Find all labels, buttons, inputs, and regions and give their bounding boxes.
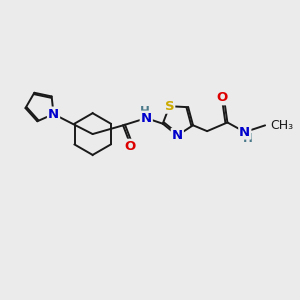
Text: N: N bbox=[141, 112, 152, 124]
Text: H: H bbox=[140, 105, 150, 118]
Text: N: N bbox=[239, 125, 250, 139]
Text: O: O bbox=[216, 91, 227, 104]
Text: CH₃: CH₃ bbox=[270, 119, 293, 132]
Text: H: H bbox=[243, 132, 253, 145]
Text: S: S bbox=[165, 100, 174, 113]
Text: O: O bbox=[124, 140, 135, 153]
Text: N: N bbox=[172, 129, 183, 142]
Text: N: N bbox=[48, 108, 59, 121]
